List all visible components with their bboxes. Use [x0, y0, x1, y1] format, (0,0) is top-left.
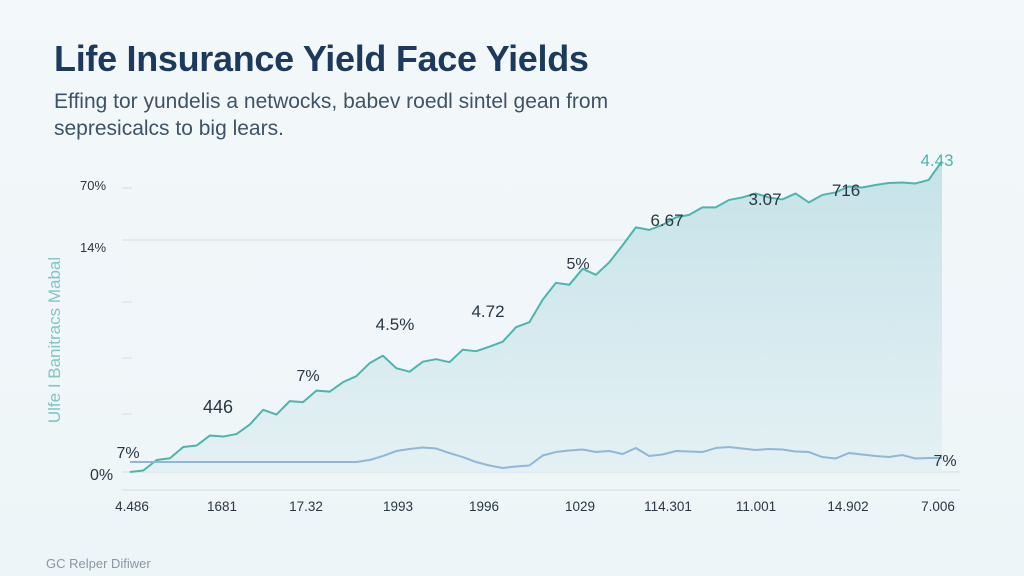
- main-series-line: [129, 160, 943, 473]
- x-tick-label: 1993: [383, 499, 413, 514]
- footer-note: GC Relper Difiwer: [46, 556, 151, 571]
- chart-title: Life Insurance Yield Face Yields: [54, 38, 589, 79]
- y-tick-label: 70%: [80, 178, 106, 193]
- data-label: 4.72: [471, 302, 504, 321]
- data-label: 4.43: [920, 151, 953, 170]
- y-axis-label: Ulfe I Banitracs Mabal: [45, 257, 64, 423]
- line-layer: [129, 160, 943, 473]
- x-tick-label: 7.006: [921, 499, 955, 514]
- area-layer: [130, 160, 942, 472]
- data-label: 716: [832, 181, 860, 200]
- x-tick-label: 11.001: [736, 499, 776, 514]
- data-label: 446: [203, 397, 233, 417]
- data-label: 7%: [116, 445, 139, 462]
- tick-layer: 70% 14% 0%4.486 1681 17.32 1993 1996 1029 114.30…: [80, 178, 955, 514]
- x-tick-label: 1029: [565, 499, 595, 514]
- annotation-layer: 7% 446 7% 4.5% 4.72 5% 6.67 3.07 716 4.43 7%: [116, 151, 956, 470]
- x-tick-label: 4.486: [115, 499, 149, 514]
- data-label: 5%: [566, 256, 589, 273]
- x-tick-label: 1996: [469, 499, 499, 514]
- x-tick-label: 1681: [207, 499, 237, 514]
- lower-series-line: [130, 446, 942, 470]
- data-label: 3.07: [748, 190, 781, 209]
- area-fill: [130, 160, 942, 472]
- data-label: 6.67: [650, 211, 683, 230]
- x-tick-label: 14.902: [827, 499, 868, 514]
- data-label: 7%: [933, 453, 956, 470]
- data-label: 4.5%: [376, 315, 415, 334]
- chart-subtitle: Effing tor yundelis a netwocks, babev ro…: [54, 90, 609, 140]
- x-tick-label: 17.32: [289, 499, 323, 514]
- data-label: 7%: [296, 368, 319, 385]
- y-tick-label: 0%: [90, 467, 113, 484]
- x-tick-label: 114.301: [644, 499, 692, 514]
- y-tick-label: 14%: [80, 240, 106, 255]
